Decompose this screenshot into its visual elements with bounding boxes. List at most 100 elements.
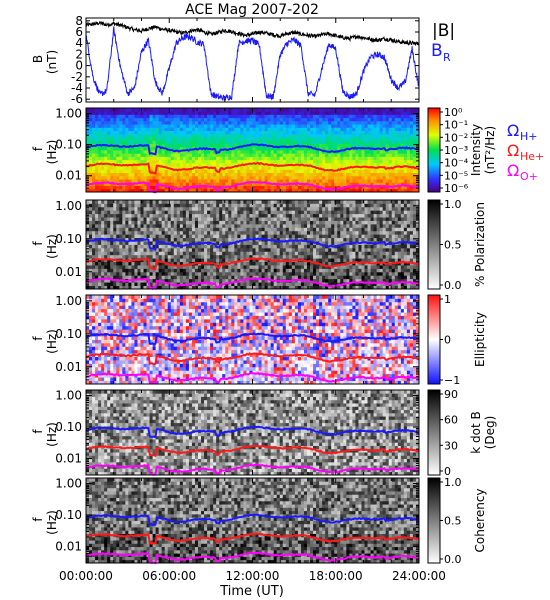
spectrogram-cell [179,223,184,228]
spectrogram-cell [349,162,353,167]
spectrogram-cell [101,254,105,259]
spectrogram-cell [198,140,202,144]
spectrogram-cell [400,117,405,122]
spectrogram-cell [234,254,238,259]
spectrogram-cell [264,169,269,174]
spectrogram-cell [240,124,244,128]
spectrogram-cell [152,179,157,183]
spectrogram-cell [243,244,247,249]
spectrogram-cell [276,251,281,256]
spectrogram-cell [306,285,311,290]
spectrogram-cell [240,251,244,256]
spectrogram-cell [291,244,296,249]
spectrogram-cell [343,137,347,141]
spectrogram-cell [104,251,108,256]
spectrogram-cell [210,237,214,242]
spectrogram-cell [373,185,378,190]
spectrogram-cell [234,247,238,252]
spectrogram-cell [300,230,305,235]
spectrogram-cell [264,185,269,190]
spectrogram-cell [288,220,293,225]
spectrogram-cell [319,140,323,144]
spectrogram-cell [228,234,232,239]
spectrogram-cell [340,182,344,186]
spectrogram-cell [134,220,138,225]
spectrogram-cell [306,227,311,232]
spectrogram-cell [122,156,126,161]
spectrogram-cell [255,220,259,225]
spectrogram-cell [255,111,259,115]
spectrogram-cell [385,156,390,161]
spectrogram-cell [388,133,393,138]
spectrogram-cell [303,120,308,125]
spectrogram-cell [337,120,341,125]
spectrogram-cell [185,278,190,283]
spectrogram-cell [273,234,278,239]
spectrogram-cell [349,150,353,154]
spectrogram-cell [255,182,259,186]
spectrogram-cell [143,282,147,286]
spectrogram-cell [261,130,266,135]
spectrogram-cell [86,185,90,190]
spectrogram-cell [170,275,175,280]
spectrogram-cell [249,130,253,135]
spectrogram-cell [364,137,368,141]
spectrogram-cell [370,133,374,138]
spectrogram-cell [173,278,178,283]
spectrogram-cell [110,265,114,269]
spectrogram-cell [240,210,244,215]
spectrogram-cell [149,203,153,208]
spectrogram-cell [107,182,111,186]
spectrogram-cell [370,182,374,186]
spectrogram-cell [228,278,232,283]
spectrogram-cell [300,108,305,112]
spectrogram-cell [213,175,217,180]
spectrogram-cell [255,210,259,215]
spectrogram-cell [107,247,111,252]
spectrogram-cell [104,114,108,119]
spectrogram-cell [158,133,163,138]
spectrogram-cell [252,179,256,183]
spectrogram-cell [167,268,172,273]
spectrogram-cell [210,130,214,135]
spectrogram-cell [270,166,275,170]
spectrogram-cell [310,217,314,221]
spectrogram-cell [258,241,262,245]
spectrogram-cell [288,210,293,215]
spectrogram-cell [391,156,396,161]
spectrogram-cell [261,282,266,286]
spectrogram-cell [219,169,223,174]
spectrogram-cell [291,234,296,239]
spectrogram-cell [349,127,353,132]
spectrogram-cell [185,244,190,249]
spectrogram-cell [252,146,256,151]
spectrogram-cell [355,175,359,180]
spectrogram-cell [92,124,96,128]
spectrogram-cell [264,285,269,290]
spectrogram-cell [297,133,302,138]
spectrogram-cell [237,200,241,204]
spectrogram-cell [258,162,262,167]
spectrogram-cell [149,282,153,286]
spectrogram-cell [252,203,256,208]
spectrogram-cell [173,143,178,148]
spectrogram-cell [116,210,120,215]
spectrogram-cell [285,169,290,174]
spectrogram-cell [119,188,123,193]
spectrogram-cell [243,234,247,239]
spectrogram-cell [170,271,175,276]
spectrogram-cell [358,159,362,164]
spectrogram-cell [261,159,266,164]
spectrogram-cell [161,185,166,190]
spectrogram-cell [352,124,356,128]
spectrogram-cell [246,146,250,151]
spectrogram-cell [107,234,111,239]
spectrogram-cell [176,203,181,208]
spectrogram-cell [349,137,353,141]
spectrogram-cell [116,271,120,276]
spectrogram-cell [249,203,253,208]
spectrogram-cell [343,179,347,183]
spectrogram-cell [294,275,299,280]
spectrogram-cell [291,117,296,122]
